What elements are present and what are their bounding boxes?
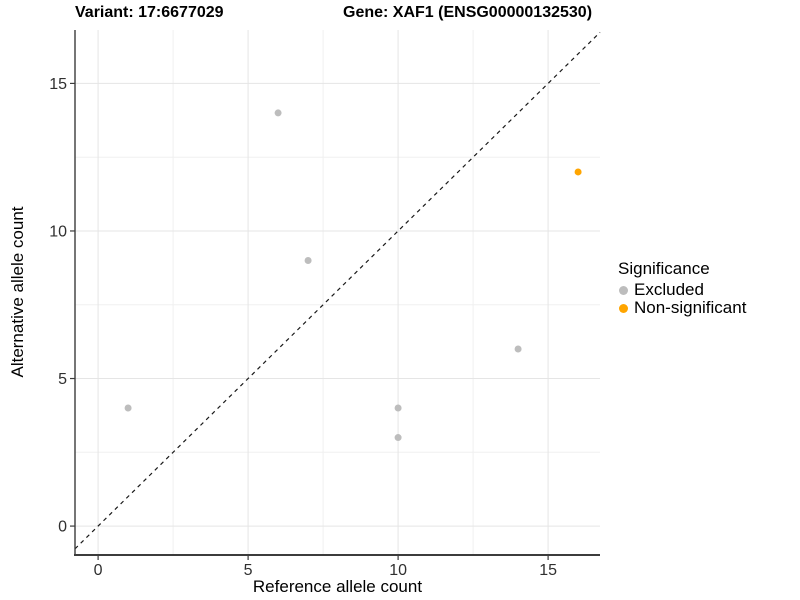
y-axis-title: Alternative allele count [8, 206, 27, 378]
data-point-excluded [394, 434, 402, 442]
data-point-excluded [124, 404, 132, 412]
x-tick-label: 0 [94, 562, 103, 579]
y-tick-label: 0 [58, 519, 67, 536]
legend-item-label: Excluded [634, 280, 704, 299]
legend-title: Significance [618, 259, 710, 278]
x-tick-label: 15 [539, 562, 557, 579]
y-tick-label: 10 [49, 223, 67, 240]
x-axis-title: Reference allele count [252, 577, 423, 596]
plot-title-gene: Gene: XAF1 (ENSG00000132530) [343, 4, 593, 21]
data-point-excluded [514, 345, 522, 353]
legend-item-excluded: Excluded [618, 280, 746, 299]
data-point-excluded [274, 109, 282, 117]
data-point-excluded [304, 256, 312, 264]
y-tick-label: 5 [58, 371, 67, 388]
non-significant-dot-icon [619, 303, 628, 313]
x-tick-label: 5 [244, 562, 253, 579]
y-tick-label: 15 [49, 76, 67, 93]
x-tick-label: 10 [389, 562, 407, 579]
data-point-non-significant [574, 168, 582, 176]
legend: Significance Excluded Non-significant [618, 259, 746, 317]
data-point-excluded [394, 404, 402, 412]
legend-item-label: Non-significant [634, 298, 747, 317]
legend-item-non-significant: Non-significant [618, 298, 747, 317]
plot-title-variant: Variant: 17:6677029 [75, 4, 224, 21]
excluded-dot-icon [619, 285, 628, 295]
identity-line [74, 31, 601, 550]
